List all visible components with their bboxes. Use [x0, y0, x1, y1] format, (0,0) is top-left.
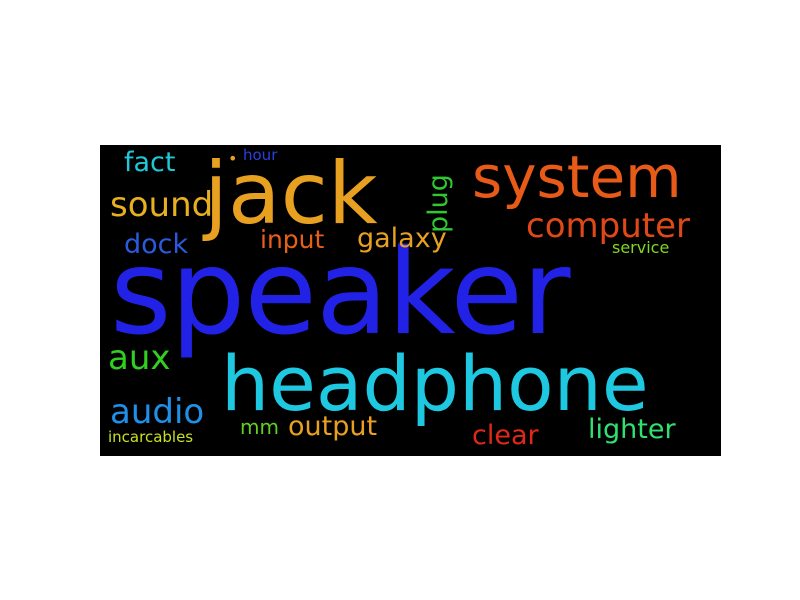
word-service: service: [612, 238, 670, 257]
word-hour: hour: [243, 146, 278, 164]
word-speaker: speaker: [110, 223, 571, 361]
word-aux: aux: [108, 338, 171, 378]
word-sound: sound: [110, 185, 214, 225]
word-fact: fact: [124, 147, 176, 178]
word-galaxy: galaxy: [357, 223, 447, 254]
word-computer: computer: [526, 206, 690, 246]
word-dot: •: [228, 149, 238, 168]
word-audio: audio: [110, 392, 205, 432]
word-system: system: [472, 145, 682, 211]
word-jack: jack: [204, 145, 378, 244]
word-mm: mm: [240, 415, 279, 439]
word-lighter: lighter: [588, 414, 676, 445]
word-input: input: [260, 225, 325, 254]
word-output: output: [288, 411, 378, 442]
word-incarcables: incarcables: [108, 428, 194, 446]
word-headphone: headphone: [221, 339, 649, 428]
word-clear: clear: [472, 420, 539, 451]
word-dock: dock: [124, 229, 189, 260]
word-cloud-panel: speaker headphone jack system computer s…: [100, 145, 721, 456]
